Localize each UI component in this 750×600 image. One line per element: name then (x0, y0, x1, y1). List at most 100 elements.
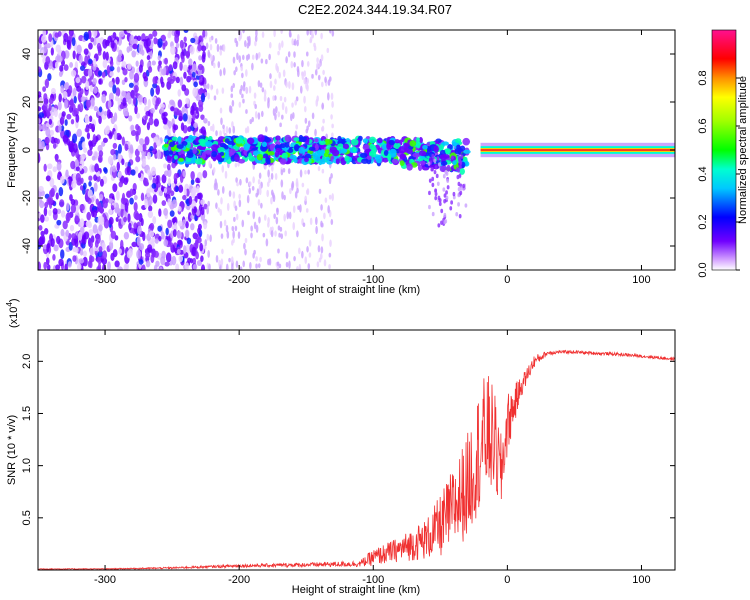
heatmap-cell (455, 138, 462, 144)
heatmap-cell (66, 202, 70, 211)
heatmap-cell (49, 129, 55, 136)
heatmap-cell (41, 35, 47, 43)
heatmap-cell (211, 150, 218, 158)
heatmap-cell (137, 172, 142, 178)
heatmap-cell (129, 197, 134, 205)
heatmap-cell (428, 204, 431, 210)
heatmap-cell (92, 209, 98, 218)
heatmap-cell (135, 132, 139, 142)
heatmap-cell (294, 99, 298, 106)
heatmap-cell (215, 202, 218, 210)
heatmap-cell (267, 151, 275, 156)
heatmap-cell (399, 160, 405, 167)
heatmap-cell (158, 235, 162, 242)
heatmap-cell (112, 142, 118, 150)
heatmap-cell (172, 75, 176, 82)
heatmap-cell (193, 206, 198, 214)
heatmap-cell (163, 66, 167, 76)
heatmap-cell (293, 38, 297, 46)
heatmap-cell (169, 141, 175, 148)
heatmap-cell (230, 93, 234, 99)
heatmap-cell (198, 55, 202, 61)
heatmap-cell (151, 182, 157, 189)
heatmap-cell (177, 239, 183, 246)
heatmap-cell (92, 77, 97, 85)
heatmap-cell (442, 167, 446, 172)
heatmap-cell (138, 64, 143, 73)
heatmap-cell (331, 123, 334, 129)
heatmap-cell (143, 97, 147, 106)
heatmap-cell (316, 95, 319, 102)
heatmap-cell (170, 106, 175, 112)
heatmap-cell (185, 229, 190, 239)
snr-panel: -300 -200 -100 0 100 0.5 1.0 1.5 2.0 Height of … (5, 298, 676, 596)
heatmap-cell (149, 230, 155, 238)
heatmap-cell (65, 169, 69, 178)
heatmap-cell (76, 128, 82, 138)
heatmap-cell (146, 188, 151, 198)
heatmap-cell (120, 208, 124, 218)
heatmap-cell (273, 213, 276, 220)
heatmap-cell (291, 82, 295, 91)
heatmap-cell (293, 62, 296, 68)
heatmap-cell (60, 210, 66, 218)
heatmap-cell (146, 122, 151, 131)
heatmap-cell (157, 38, 163, 48)
heatmap-cell (222, 44, 226, 52)
heatmap-cell (318, 257, 322, 263)
heatmap-cell (281, 40, 284, 48)
heatmap-cell (207, 120, 211, 126)
heatmap-cell (71, 237, 77, 246)
heatmap-cell (136, 236, 141, 246)
heatmap-cell (301, 182, 305, 188)
heatmap-cell (98, 115, 102, 125)
tone-peak (480, 149, 675, 151)
heatmap-cell (188, 195, 193, 205)
heatmap-cell (270, 172, 274, 180)
heatmap-cell (157, 55, 161, 61)
heatmap-cell (56, 219, 62, 226)
heatmap-cell (458, 213, 462, 219)
heatmap-cell (219, 208, 223, 217)
heatmap-cell (163, 143, 169, 148)
heatmap-cell (436, 181, 440, 187)
heatmap-cell (65, 229, 70, 237)
heatmap-cell (117, 143, 122, 154)
heatmap-cell (274, 172, 278, 181)
heatmap-cell (112, 154, 117, 161)
heatmap-cell (96, 175, 101, 182)
heatmap-cell (219, 220, 223, 229)
heatmap-cell (225, 224, 229, 233)
heatmap-cell (288, 260, 291, 269)
heatmap-cell (462, 137, 471, 146)
heatmap-cell (152, 30, 158, 37)
heatmap-cell (244, 248, 247, 256)
heatmap-cell (69, 30, 73, 36)
heatmap-cell (298, 263, 302, 270)
heatmap-cell (265, 156, 271, 164)
heatmap-cell (244, 237, 248, 244)
heatmap-cell (214, 178, 218, 187)
heatmap-cell (198, 138, 206, 144)
heatmap-cell (101, 93, 107, 104)
heatmap-cell (70, 204, 77, 214)
heatmap-cell (281, 102, 285, 111)
heatmap-cell (83, 31, 89, 41)
heatmap-cell (233, 70, 236, 76)
heatmap-cell (299, 169, 303, 178)
heatmap-cell (278, 232, 281, 238)
heatmap-cell (78, 258, 85, 264)
heatmap-cell (275, 63, 278, 71)
heatmap-cell (203, 203, 208, 210)
heatmap-cell (205, 140, 213, 147)
heatmap-cell (201, 151, 206, 160)
heatmap-cell (137, 144, 143, 152)
heatmap-cell (38, 140, 43, 149)
heatmap-cell (441, 141, 449, 146)
heatmap-cell (74, 215, 80, 225)
heatmap-cell (276, 207, 279, 213)
heatmap-cell (213, 95, 217, 101)
heatmap-cell (203, 83, 208, 90)
heatmap-cell (217, 189, 220, 196)
heatmap-cell (91, 155, 96, 161)
